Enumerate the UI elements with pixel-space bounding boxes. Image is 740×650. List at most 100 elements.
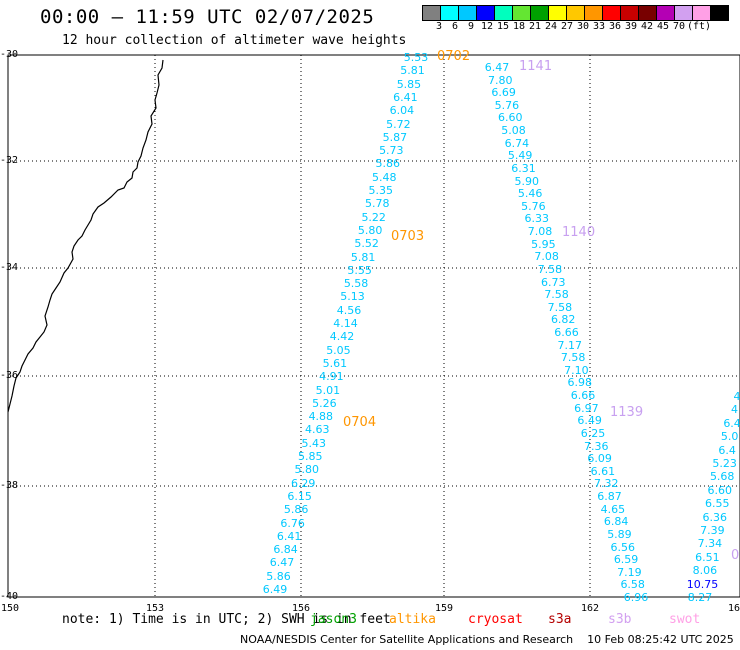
color-swatch bbox=[512, 5, 531, 21]
wave-height-value: 6.51 bbox=[695, 550, 720, 564]
wave-height-value: 4.65 bbox=[600, 502, 626, 516]
wave-height-value: 5.86 bbox=[283, 503, 309, 517]
satellite-legend-item: s3a bbox=[548, 612, 572, 627]
pass-time-label: 0702 bbox=[437, 49, 471, 64]
wave-height-value: 6.47 bbox=[484, 61, 510, 74]
wave-height-value: 6.84 bbox=[603, 515, 629, 529]
wave-height-value: 5.95 bbox=[531, 237, 556, 251]
color-swatch bbox=[494, 5, 513, 21]
wave-height-value: 6.49 bbox=[577, 414, 602, 428]
wave-height-value: 5.46 bbox=[517, 187, 543, 201]
wave-height-value: 5.78 bbox=[364, 197, 390, 211]
wave-height-value: 6.58 bbox=[620, 578, 645, 592]
wave-height-value: 5.13 bbox=[340, 290, 365, 304]
wave-height-value: 6.60 bbox=[707, 483, 732, 497]
wave-height-value: 6.04 bbox=[389, 104, 415, 118]
satellite-legend-item: jason3 bbox=[310, 612, 357, 627]
wave-height-value: 6.74 bbox=[504, 136, 530, 150]
footer: NOAA/NESDIS Center for Satellite Applica… bbox=[240, 633, 734, 646]
wave-height-value: 8.27 bbox=[687, 591, 713, 604]
wave-height-value: 6.73 bbox=[541, 275, 566, 289]
latitude-label: -40 bbox=[0, 591, 19, 602]
wave-height-value: 7.58 bbox=[560, 351, 586, 365]
wave-height-value: 5.26 bbox=[312, 396, 337, 410]
wave-height-value: 6.09 bbox=[587, 452, 612, 466]
color-scale bbox=[422, 5, 729, 21]
wave-height-value: 6.36 bbox=[702, 510, 728, 524]
color-scale-label: 27 bbox=[560, 21, 574, 32]
wave-height-value: 6.55 bbox=[705, 497, 730, 511]
wave-height-value: 5.90 bbox=[514, 174, 540, 188]
wave-height-value: 8.06 bbox=[692, 564, 718, 578]
wave-height-value: 6.59 bbox=[613, 553, 639, 567]
color-scale-label: 18 bbox=[512, 21, 526, 32]
color-swatch bbox=[602, 5, 621, 21]
latitude-label: -34 bbox=[0, 262, 19, 273]
wave-height-value: 5.76 bbox=[521, 199, 546, 213]
wave-height-value: 6.60 bbox=[497, 111, 523, 125]
wave-height-value: 7.34 bbox=[697, 537, 723, 551]
wave-height-value: 6.4 bbox=[718, 443, 736, 457]
wave-height-value: 5.0 bbox=[720, 430, 739, 444]
color-scale-label: 6 bbox=[451, 21, 459, 32]
color-swatch bbox=[656, 5, 675, 21]
wave-height-value: 5.81 bbox=[350, 250, 376, 264]
color-scale-label: 70 bbox=[672, 21, 686, 32]
wave-height-value: 5.58 bbox=[343, 277, 369, 291]
latitude-label: -36 bbox=[0, 370, 19, 381]
satellite-legend-item: cryosat bbox=[468, 612, 523, 627]
longitude-label: 156 bbox=[291, 603, 311, 614]
wave-height-value: 5.87 bbox=[382, 130, 408, 144]
color-scale-unit: (ft) bbox=[686, 21, 712, 32]
wave-height-value: 6.29 bbox=[290, 476, 316, 490]
color-scale-label: 21 bbox=[528, 21, 542, 32]
wave-height-value: 4 bbox=[733, 390, 740, 403]
wave-height-value: 5.01 bbox=[315, 383, 341, 397]
color-scale-label: 24 bbox=[544, 21, 558, 32]
satellite-legend-item: altika bbox=[389, 612, 436, 627]
wave-height-value: 5.61 bbox=[322, 356, 348, 370]
wave-height-value: 5.80 bbox=[357, 223, 383, 237]
color-scale-label: 33 bbox=[592, 21, 606, 32]
pass-time-label: 0 bbox=[731, 548, 740, 563]
note-text: note: 1) Time is in UTC; 2) SWH is in fe… bbox=[62, 612, 391, 627]
longitude-label: 153 bbox=[145, 603, 165, 614]
wave-height-value: 7.19 bbox=[617, 565, 642, 579]
wave-height-value: 4.88 bbox=[308, 410, 334, 424]
wave-height-value: 7.80 bbox=[488, 73, 513, 87]
wave-height-value: 4.91 bbox=[319, 370, 344, 384]
color-swatch bbox=[530, 5, 549, 21]
wave-height-value: 7.39 bbox=[700, 524, 725, 537]
color-scale-label: 42 bbox=[640, 21, 654, 32]
wave-height-value: 5.68 bbox=[709, 470, 735, 484]
longitude-label: 150 bbox=[0, 603, 20, 614]
wave-height-value: 6.25 bbox=[580, 426, 606, 440]
pass-time-label: 1140 bbox=[562, 225, 596, 240]
color-scale-label: 9 bbox=[467, 21, 475, 32]
color-scale-label: 39 bbox=[624, 21, 638, 32]
color-scale-label: 3 bbox=[435, 21, 443, 32]
color-swatch bbox=[458, 5, 477, 21]
color-scale-label: 45 bbox=[656, 21, 670, 32]
wave-height-value: 6.69 bbox=[491, 86, 516, 100]
wave-height-value: 5.80 bbox=[294, 463, 319, 477]
color-scale-label: 12 bbox=[480, 21, 494, 32]
wave-height-value: 6.87 bbox=[597, 490, 622, 504]
color-swatch bbox=[674, 5, 693, 21]
pass-time-label: 1139 bbox=[610, 405, 644, 420]
color-swatch bbox=[620, 5, 639, 21]
color-scale-label: 15 bbox=[496, 21, 510, 32]
wave-height-value: 5.86 bbox=[266, 569, 291, 583]
wave-height-value: 4 bbox=[731, 403, 739, 417]
wave-height-value: 6.41 bbox=[393, 90, 418, 104]
wave-height-value: 4.42 bbox=[329, 330, 355, 344]
wave-height-value: 6.96 bbox=[623, 591, 649, 604]
longitude-label: 162 bbox=[580, 603, 600, 614]
color-swatch bbox=[422, 5, 441, 21]
wave-height-value: 5.05 bbox=[326, 343, 351, 357]
color-swatch bbox=[566, 5, 585, 21]
wave-height-value: 6.56 bbox=[610, 540, 636, 554]
color-swatch bbox=[476, 5, 495, 21]
wave-height-value: 6.76 bbox=[280, 516, 305, 530]
wave-height-value: 6.66 bbox=[554, 326, 579, 339]
